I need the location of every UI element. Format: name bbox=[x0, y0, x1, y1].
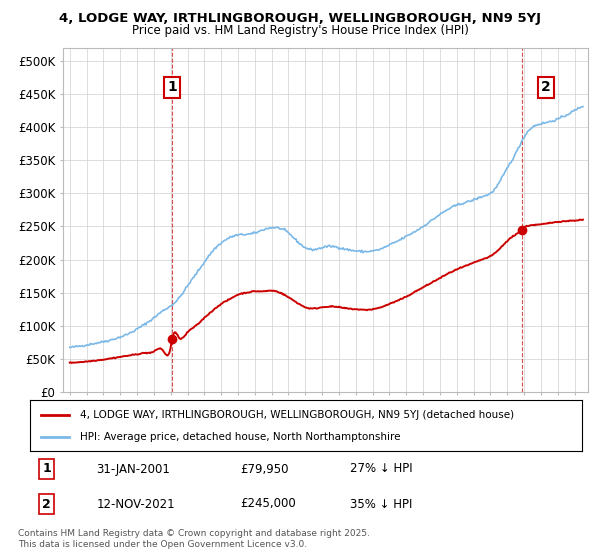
Text: 12-NOV-2021: 12-NOV-2021 bbox=[96, 497, 175, 511]
Text: 2: 2 bbox=[541, 80, 551, 94]
Text: £79,950: £79,950 bbox=[240, 463, 288, 475]
Text: 4, LODGE WAY, IRTHLINGBOROUGH, WELLINGBOROUGH, NN9 5YJ: 4, LODGE WAY, IRTHLINGBOROUGH, WELLINGBO… bbox=[59, 12, 541, 25]
Text: 31-JAN-2001: 31-JAN-2001 bbox=[96, 463, 170, 475]
Text: 1: 1 bbox=[42, 463, 51, 475]
Text: HPI: Average price, detached house, North Northamptonshire: HPI: Average price, detached house, Nort… bbox=[80, 432, 400, 442]
Text: 35% ↓ HPI: 35% ↓ HPI bbox=[350, 497, 413, 511]
Text: 2: 2 bbox=[42, 497, 51, 511]
Text: 4, LODGE WAY, IRTHLINGBOROUGH, WELLINGBOROUGH, NN9 5YJ (detached house): 4, LODGE WAY, IRTHLINGBOROUGH, WELLINGBO… bbox=[80, 409, 514, 419]
Text: 27% ↓ HPI: 27% ↓ HPI bbox=[350, 463, 413, 475]
Text: £245,000: £245,000 bbox=[240, 497, 296, 511]
Text: Contains HM Land Registry data © Crown copyright and database right 2025.
This d: Contains HM Land Registry data © Crown c… bbox=[18, 529, 370, 549]
Text: Price paid vs. HM Land Registry's House Price Index (HPI): Price paid vs. HM Land Registry's House … bbox=[131, 24, 469, 36]
Text: 1: 1 bbox=[167, 80, 177, 94]
